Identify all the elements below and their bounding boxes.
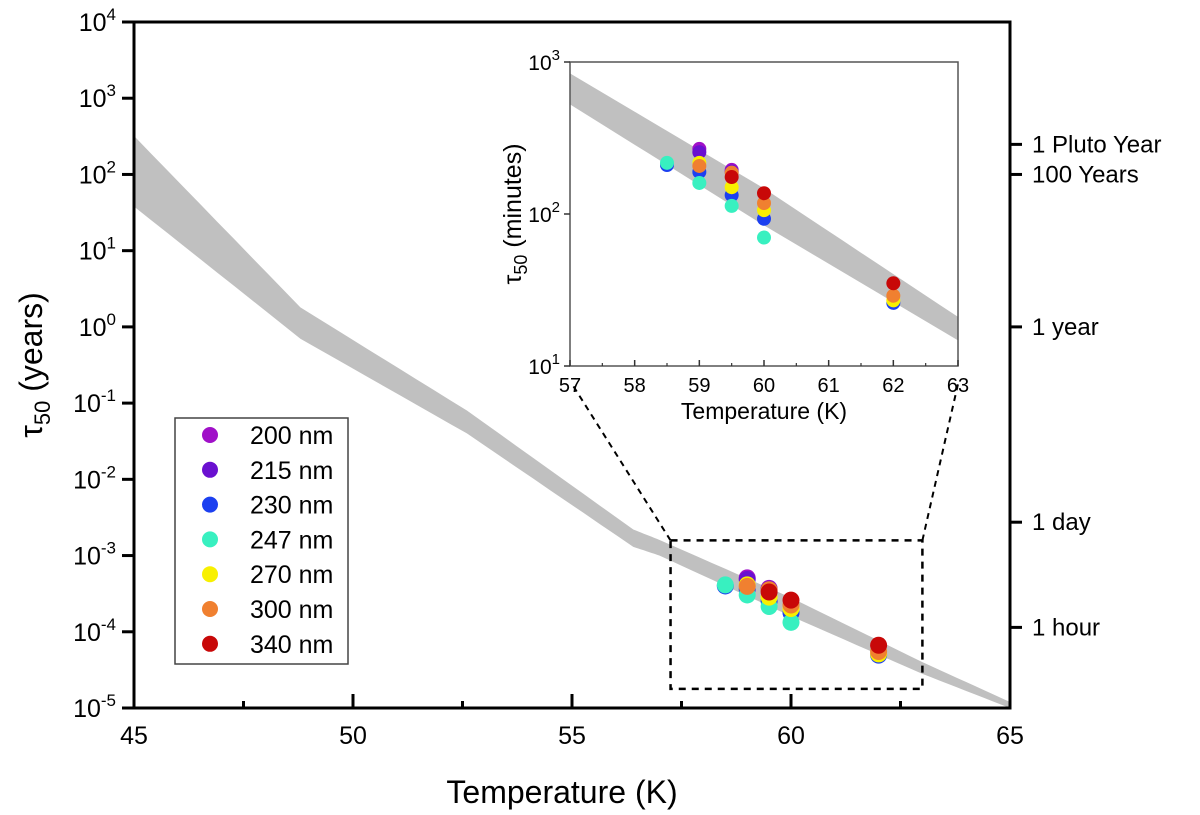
inset-y-tick-label: 101: [528, 351, 560, 379]
right-axis-label: 1 day: [1032, 509, 1091, 536]
inset-plot: 57 58 59 60 61 62 63 103 102 101 Temperature (K) τ5…: [499, 47, 969, 424]
right-axis-label: 1 year: [1032, 314, 1099, 341]
inset-x-tick-label: 61: [818, 375, 840, 397]
inset-x-tick-label: 63: [947, 375, 969, 397]
legend-label: 300 nm: [250, 596, 333, 624]
inset-x-tick-label: 60: [753, 375, 775, 397]
data-point-inset: [692, 175, 707, 190]
x-tick-label: 45: [120, 722, 148, 750]
y-tick-label: 103: [79, 81, 116, 113]
zoom-box: [669, 539, 924, 691]
data-point-inset: [757, 196, 771, 211]
data-point-inset: [692, 158, 707, 173]
legend-label: 230 nm: [250, 492, 333, 520]
legend-label: 270 nm: [250, 561, 333, 589]
x-axis-title: Temperature (K): [446, 774, 677, 810]
legend-marker: [202, 427, 218, 443]
data-point-main: [870, 636, 888, 654]
legend-label: 340 nm: [250, 631, 333, 659]
data-point-main: [782, 591, 800, 609]
data-point-inset: [724, 198, 739, 213]
inset-y-tick-label: 102: [528, 199, 560, 227]
main-plot: 45 50 55 60 65 104 103 102 101 100 10-1 10-2 10-3 10-…: [13, 5, 1161, 810]
data-point-inset: [724, 180, 739, 195]
y-tick-label: 10-5: [73, 691, 116, 723]
legend-label: 215 nm: [250, 457, 333, 485]
legend-marker: [202, 601, 218, 617]
data-point-main: [760, 583, 778, 601]
data-point-inset: [886, 276, 901, 291]
data-point-inset: [886, 288, 901, 303]
right-axis-label: 1 Pluto Year: [1032, 131, 1161, 158]
legend-marker: [202, 566, 218, 583]
y-tick-label: 102: [79, 157, 116, 189]
data-point-main: [716, 576, 734, 594]
x-tick-label: 60: [777, 722, 805, 750]
legend-label: 247 nm: [250, 526, 333, 554]
x-tick-label: 65: [996, 722, 1024, 750]
right-axis-label: 1 hour: [1032, 614, 1100, 641]
inset-y-axis-title: τ50 (minutes): [499, 143, 531, 284]
x-tick-label: 50: [339, 722, 367, 750]
data-point-inset: [724, 170, 739, 185]
inset-y-tick-label: 103: [528, 47, 560, 75]
inset-x-tick-label: 58: [624, 375, 646, 397]
y-tick-label: 10-3: [73, 539, 116, 571]
right-axis-label: 100 Years: [1032, 161, 1139, 188]
y-tick-label: 100: [79, 310, 116, 342]
inset-x-tick-label: 62: [882, 375, 904, 397]
data-point-inset: [692, 145, 707, 160]
legend-marker: [202, 531, 218, 548]
zoom-connector-right: [921, 383, 959, 541]
zoom-connector-left: [571, 383, 672, 541]
x-tick-label: 55: [558, 722, 586, 750]
legend-marker: [202, 496, 218, 513]
y-tick-label: 104: [79, 5, 116, 37]
data-point-main: [782, 613, 800, 631]
data-point-inset: [757, 186, 771, 201]
y-tick-label: 10-1: [73, 386, 116, 418]
data-point-inset: [757, 230, 771, 245]
legend: 200 nm 215 nm 230 nm 247 nm 270 nm 300 nm 340 …: [174, 417, 349, 665]
y-tick-label: 10-2: [73, 462, 116, 494]
data-point-inset: [660, 155, 674, 170]
y-tick-label: 10-4: [73, 615, 116, 647]
inset-x-axis-title: Temperature (K): [681, 398, 847, 424]
y-axis-title: τ50 (years): [13, 292, 55, 438]
y-tick-label: 101: [79, 234, 116, 266]
inset-x-tick-label: 57: [559, 375, 581, 397]
legend-label: 200 nm: [250, 422, 333, 450]
data-point-main: [738, 577, 756, 595]
legend-marker: [202, 635, 218, 652]
inset-x-tick-label: 59: [688, 375, 710, 397]
legend-marker: [202, 461, 218, 478]
